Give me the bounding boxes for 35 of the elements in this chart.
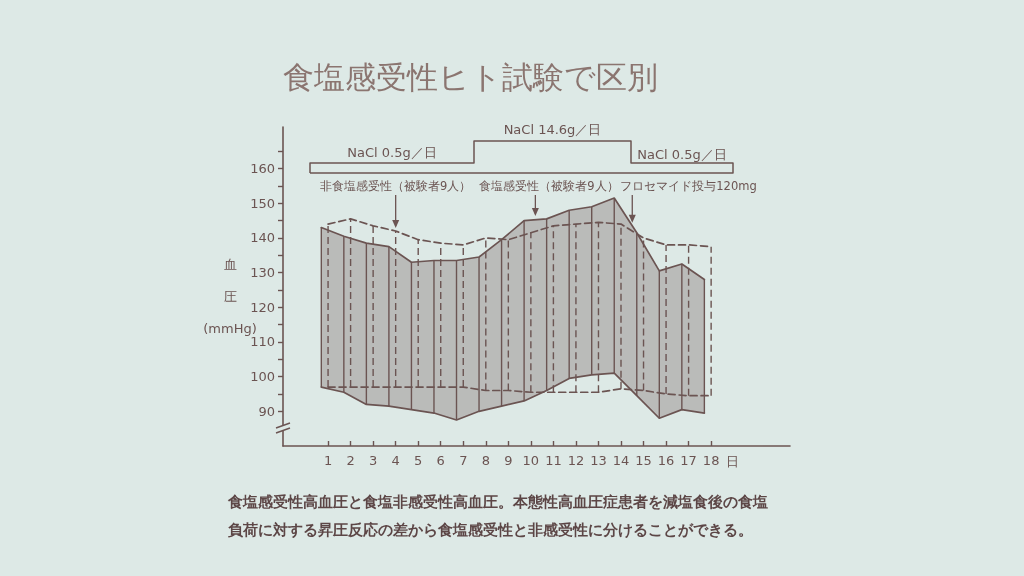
annotation: 非食塩感受性（被験者9人） (320, 179, 472, 193)
x-axis-title: 日 (725, 453, 739, 469)
x-tick-label: 18 (702, 453, 720, 468)
x-tick-label: 6 (436, 453, 445, 468)
x-tick-label: 2 (346, 453, 355, 468)
x-tick-label: 5 (414, 453, 423, 468)
y-tick-label: 130 (250, 265, 275, 281)
x-tick-label: 10 (522, 453, 540, 468)
x-tick-label: 16 (657, 453, 675, 468)
x-tick-label: 14 (612, 453, 630, 468)
x-tick-label: 8 (481, 453, 490, 468)
annotation: NaCl 14.6g／日 (503, 121, 602, 137)
x-tick-label: 13 (590, 453, 607, 468)
x-tick-label: 1 (323, 453, 333, 468)
annotation: フロセマイド投与120mg (620, 179, 757, 193)
chart-title: 食塩感受性ヒト試験で区別 (283, 58, 658, 95)
x-tick-label: 3 (368, 453, 378, 468)
y-tick-label: 120 (250, 299, 275, 315)
y-tick-label: 110 (250, 334, 275, 350)
annotation: 食塩感受性（被験者9人） (479, 179, 619, 193)
y-tick-label: 90 (258, 403, 275, 419)
x-tick-label: 15 (635, 453, 652, 468)
x-tick-label: 9 (504, 453, 513, 468)
y-tick-label: 150 (250, 195, 275, 211)
x-tick-label: 12 (567, 453, 585, 468)
x-tick-label: 11 (545, 453, 562, 468)
x-tick-label: 7 (459, 453, 468, 468)
text: 食塩感受性高血圧と食塩非感受性高血圧。本態性高血圧症患者を減塩食後の食塩負荷に対する昇圧反応の差から食塩感受性と非感受性に分けることができる。 (227, 493, 768, 539)
y-tick-label: 160 (250, 161, 275, 177)
annotation: NaCl 0.5g／日 (347, 144, 437, 160)
x-tick-label: 17 (680, 453, 697, 468)
y-tick-label: 140 (250, 230, 275, 246)
annotation: NaCl 0.5g／日 (637, 146, 727, 162)
y-tick-label: 100 (250, 369, 275, 385)
x-tick-label: 4 (391, 453, 400, 468)
